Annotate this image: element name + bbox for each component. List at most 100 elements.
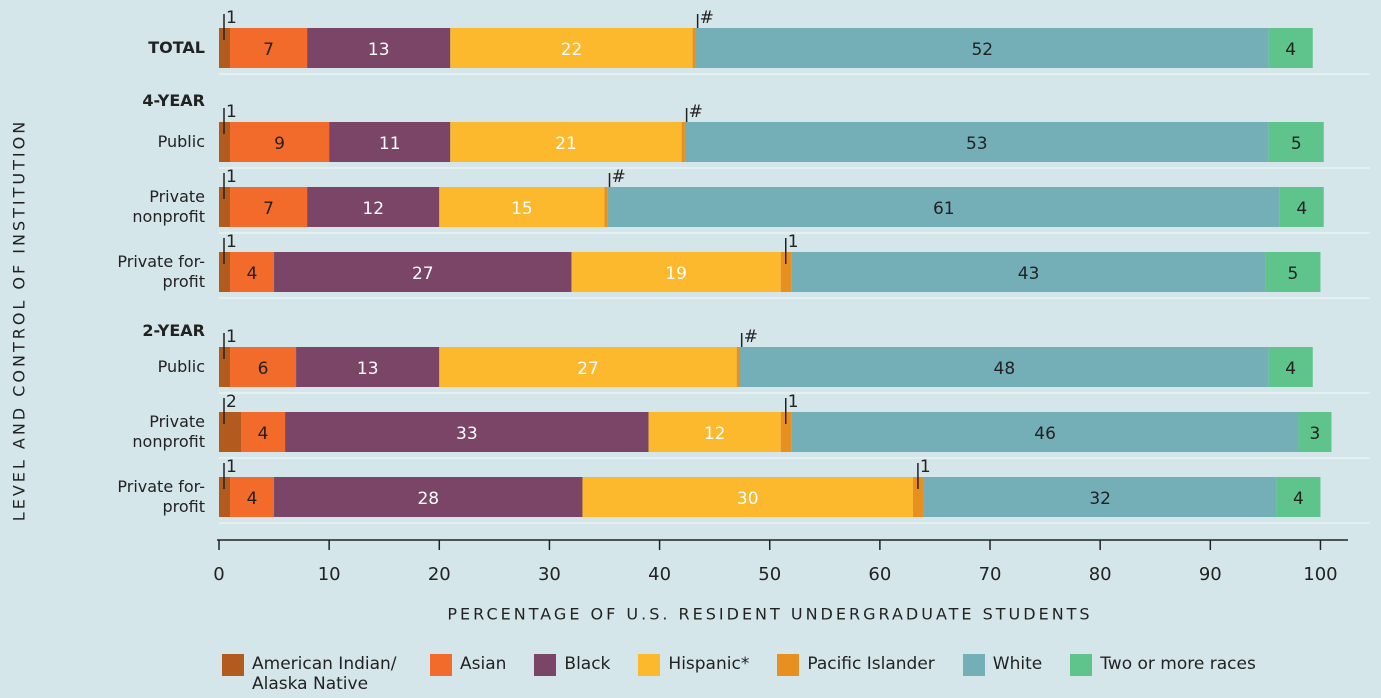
- data-label: 30: [737, 489, 759, 509]
- bar-segment: [230, 187, 308, 227]
- data-label: 53: [966, 134, 988, 154]
- legend-label: Hispanic*: [668, 654, 750, 674]
- category-label: Private for-profit: [117, 252, 205, 291]
- data-label: 33: [456, 424, 478, 444]
- data-label: 19: [665, 264, 687, 284]
- bar-segment: [739, 347, 1269, 387]
- data-label: 2: [226, 392, 237, 412]
- bar-segment: [230, 122, 330, 162]
- y-axis-title: LEVEL AND CONTROL OF INSTITUTION: [10, 119, 29, 521]
- category-label: Public: [157, 132, 205, 151]
- data-label: 1: [226, 232, 237, 252]
- bar-segment: [692, 28, 696, 68]
- x-tick-label: 40: [648, 564, 671, 585]
- data-label: 4: [258, 424, 269, 444]
- bar-segment: [1276, 477, 1321, 517]
- data-label: 3: [1310, 424, 1321, 444]
- legend-label: Two or more races: [1100, 654, 1256, 674]
- data-label: 27: [412, 264, 434, 284]
- bar-segment: [604, 187, 608, 227]
- legend-item: White: [962, 654, 1043, 694]
- data-label: 7: [263, 199, 274, 219]
- data-label: 4: [247, 264, 258, 284]
- group-label: 4-YEAR: [142, 91, 205, 110]
- category-label: Private nonprofit: [132, 412, 205, 451]
- data-label: 22: [561, 40, 583, 60]
- bar-segment: [450, 28, 693, 68]
- bar-segment: [648, 412, 781, 452]
- bar-segment: [219, 28, 231, 68]
- bar-segment: [695, 28, 1269, 68]
- x-tick-label: 30: [538, 564, 561, 585]
- bar-segment: [780, 252, 792, 292]
- bar-segment: [681, 122, 685, 162]
- data-label: 15: [511, 199, 533, 219]
- data-label: 11: [379, 134, 401, 154]
- bar-segment: [230, 477, 275, 517]
- bar-segment: [1298, 412, 1332, 452]
- legend-swatch: [638, 654, 661, 676]
- data-label: 1: [226, 457, 237, 477]
- data-label: 1: [788, 392, 799, 412]
- bar-segment: [274, 252, 572, 292]
- bar-segment: [1268, 347, 1313, 387]
- bar-segment: [274, 477, 583, 517]
- legend-label: American Indian/ Alaska Native: [252, 654, 397, 694]
- data-label: 43: [1018, 264, 1040, 284]
- data-label: #: [744, 327, 758, 347]
- bar-segment: [219, 347, 231, 387]
- data-label: 1: [226, 102, 237, 122]
- legend-swatch: [430, 654, 452, 676]
- x-tick-label: 20: [428, 564, 451, 585]
- category-label: Private nonprofit: [132, 187, 205, 226]
- bar-segment: [219, 252, 231, 292]
- data-label: 13: [368, 40, 390, 60]
- legend-item: Two or more races: [1070, 654, 1256, 694]
- bar-segment: [571, 252, 781, 292]
- data-label: 52: [971, 40, 993, 60]
- data-label: 4: [1285, 40, 1296, 60]
- bar-segment: [1268, 122, 1324, 162]
- legend: American Indian/ Alaska Native Asian Black…: [222, 654, 1256, 694]
- data-label: 7: [263, 40, 274, 60]
- data-label: 61: [933, 199, 955, 219]
- bar-segment: [1268, 28, 1313, 68]
- bar-segment: [219, 412, 242, 452]
- category-label: Private for-profit: [117, 477, 205, 516]
- data-label: 9: [274, 134, 285, 154]
- data-label: #: [700, 8, 714, 28]
- legend-item: American Indian/ Alaska Native: [222, 654, 402, 694]
- data-label: 5: [1288, 264, 1299, 284]
- bar-segment: [439, 187, 605, 227]
- data-label: 32: [1089, 489, 1111, 509]
- x-tick-label: 50: [758, 564, 781, 585]
- data-label: 27: [577, 359, 599, 379]
- data-label: 5: [1291, 134, 1302, 154]
- category-label: TOTAL: [148, 38, 205, 57]
- bar-segment: [912, 477, 924, 517]
- x-tick-label: 70: [979, 564, 1002, 585]
- x-tick-label: 0: [213, 564, 224, 585]
- bar-segment: [684, 122, 1269, 162]
- data-label: 1: [226, 8, 237, 28]
- legend-label: Asian: [460, 654, 507, 674]
- legend-label: White: [992, 654, 1043, 674]
- data-label: 1: [226, 327, 237, 347]
- legend-label: Black: [564, 654, 611, 674]
- bar-segment: [1279, 187, 1324, 227]
- x-tick-label: 60: [868, 564, 891, 585]
- bar-segment: [307, 187, 440, 227]
- legend-item: Asian: [430, 654, 506, 694]
- bar-segment: [780, 412, 792, 452]
- bar-segment: [285, 412, 649, 452]
- legend-swatch: [222, 654, 244, 676]
- legend-swatch: [777, 654, 800, 676]
- x-axis-title: PERCENTAGE OF U.S. RESIDENT UNDERGRADUAT…: [447, 605, 1092, 624]
- data-label: 46: [1034, 424, 1056, 444]
- bar-segment: [241, 412, 286, 452]
- bar-segment: [439, 347, 737, 387]
- bar-segment: [230, 252, 275, 292]
- x-tick-label: 100: [1303, 564, 1337, 585]
